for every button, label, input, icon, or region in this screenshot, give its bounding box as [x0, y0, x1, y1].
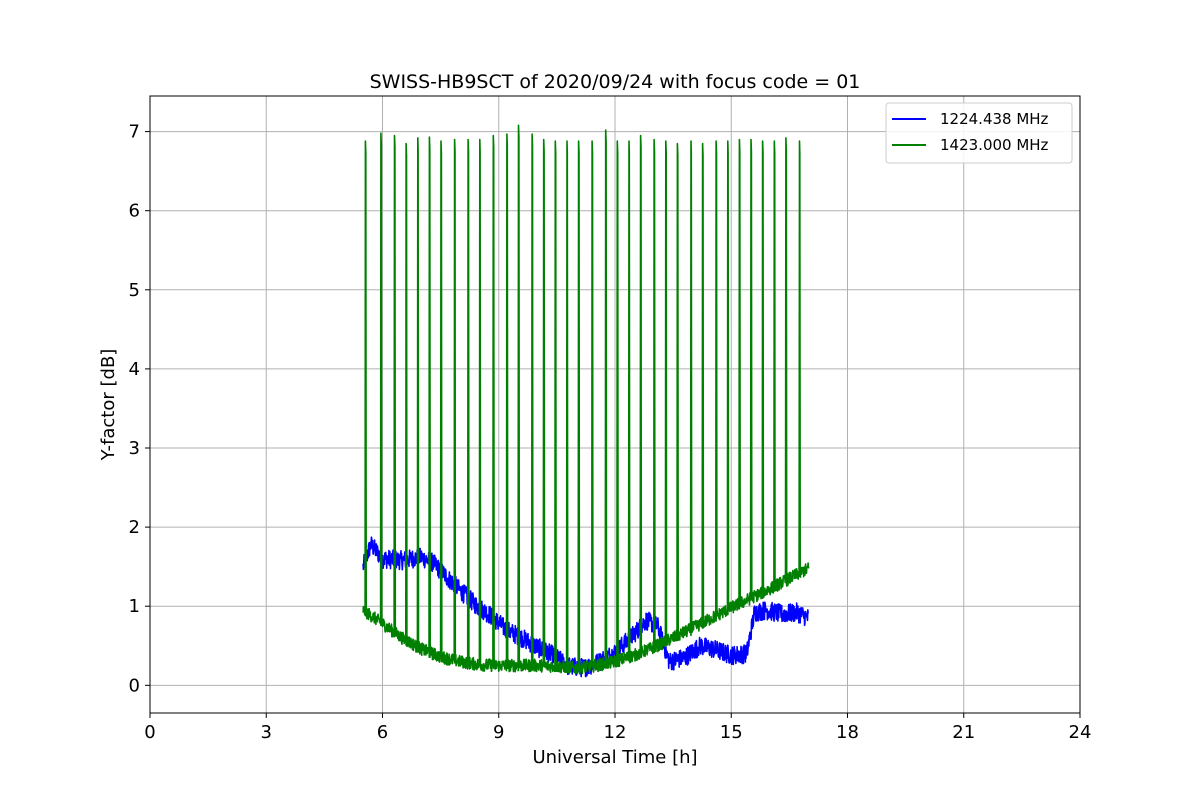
series-line-2	[362, 124, 810, 675]
legend-box	[885, 102, 1073, 164]
y-tick-label: 6	[129, 201, 140, 222]
y-tick-label: 2	[129, 517, 140, 538]
y-tick-label: 3	[129, 438, 140, 459]
y-tick-label: 4	[129, 359, 140, 380]
x-tick-label: 12	[604, 722, 627, 743]
x-tick-label: 15	[720, 722, 743, 743]
y-tick-label: 1	[129, 596, 140, 617]
x-tick-label: 18	[836, 722, 859, 743]
y-tick-label: 0	[129, 675, 140, 696]
chart-title: SWISS-HB9SCT of 2020/09/24 with focus co…	[370, 71, 861, 93]
y-axis-label: Y-factor [dB]	[98, 349, 119, 462]
x-tick-label: 6	[377, 722, 388, 743]
x-axis-label: Universal Time [h]	[532, 747, 697, 768]
series-line-1	[362, 536, 810, 678]
legend: 1224.438 MHz 1423.000 MHz	[885, 102, 1073, 164]
x-tick-label: 21	[952, 722, 975, 743]
x-tick-label: 0	[144, 722, 155, 743]
y-tick-label: 7	[129, 122, 140, 143]
legend-label: 1224.438 MHz	[940, 110, 1049, 128]
x-tick-label: 24	[1069, 722, 1092, 743]
series-layer	[362, 124, 810, 678]
x-tick-label: 9	[493, 722, 504, 743]
legend-label: 1423.000 MHz	[940, 136, 1049, 154]
x-tick-label: 3	[261, 722, 272, 743]
y-tick-label: 5	[129, 280, 140, 301]
